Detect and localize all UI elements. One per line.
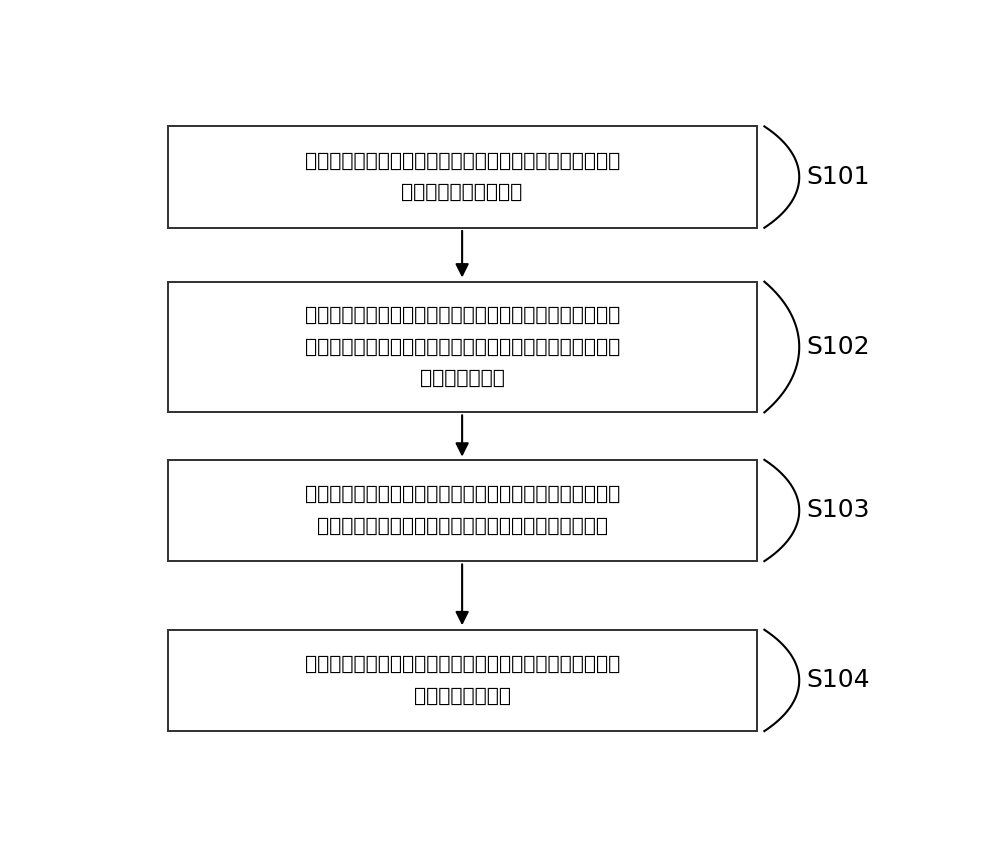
Text: 将第一钻井数据集和第二钻井数据集输入利用神经网络训练: 将第一钻井数据集和第二钻井数据集输入利用神经网络训练 [304, 486, 620, 504]
Text: 得到的预测模型中，得到目标井的井底钻压和井底扭矩: 得到的预测模型中，得到目标井的井底钻压和井底扭矩 [317, 517, 608, 536]
Text: 根据井底钻压和井底扭矩，利用管柱整体受力模型确定目标: 根据井底钻压和井底扭矩，利用管柱整体受力模型确定目标 [304, 655, 620, 674]
Text: 数据为钻井设计参数值: 数据为钻井设计参数值 [402, 183, 523, 202]
FancyBboxPatch shape [168, 282, 757, 413]
Text: 在目标井的钻进过程中获取第二钻井数据集，其中，第二钻: 在目标井的钻进过程中获取第二钻井数据集，其中，第二钻 [304, 306, 620, 325]
Text: S103: S103 [806, 498, 870, 522]
FancyBboxPatch shape [168, 127, 757, 228]
Text: 井数据集中的数据为在目标井的钻进过程中产生的工况数据: 井数据集中的数据为在目标井的钻进过程中产生的工况数据 [304, 338, 620, 357]
Text: S101: S101 [806, 165, 870, 189]
FancyBboxPatch shape [168, 630, 757, 731]
Text: 获取目标井的第一钻井数据集，其中，第一钻井数据集中的: 获取目标井的第一钻井数据集，其中，第一钻井数据集中的 [304, 152, 620, 171]
Text: S104: S104 [806, 668, 870, 693]
FancyBboxPatch shape [168, 460, 757, 561]
Text: 和机器状态数据: 和机器状态数据 [420, 369, 505, 388]
Text: 井中各管柱的摩阻: 井中各管柱的摩阻 [414, 687, 511, 706]
Text: S102: S102 [806, 335, 870, 359]
